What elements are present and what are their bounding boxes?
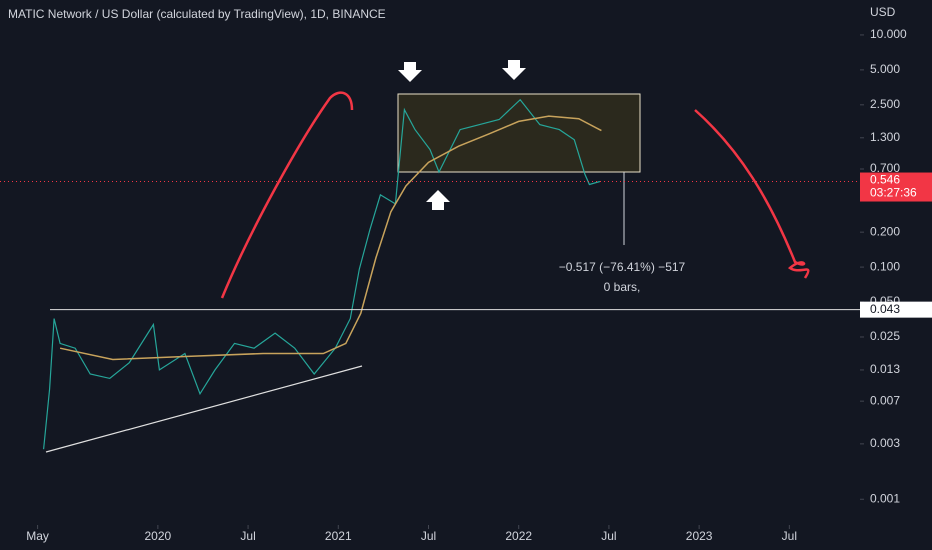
y-tick-label: 0.100: [870, 259, 900, 273]
arrow-up: [426, 190, 450, 210]
y-tick-label: 0.001: [870, 491, 900, 505]
price-line: [59, 115, 602, 361]
hline-label-box: [860, 301, 932, 318]
x-tick-label: May: [26, 529, 49, 543]
y-tick-label: 0.700: [870, 161, 900, 175]
last-price-box: [860, 172, 932, 202]
y-tick-label: 0.003: [870, 436, 900, 450]
price-axis: [860, 0, 932, 550]
x-tick-label: 2020: [145, 529, 172, 543]
range-box: [397, 93, 641, 173]
chart-title: MATIC Network / US Dollar (calculated by…: [8, 7, 386, 21]
y-tick-label: 0.013: [870, 362, 900, 376]
axis-unit: USD: [870, 5, 896, 19]
y-tick-label: 2.500: [870, 97, 900, 111]
countdown-label: 03:27:36: [870, 186, 917, 200]
y-tick-label: 10.000: [870, 27, 907, 41]
y-tick-label: 5.000: [870, 62, 900, 76]
x-tick-label: Jul: [240, 529, 255, 543]
hline-label: 0.043: [870, 302, 900, 316]
arrow-down: [502, 60, 526, 80]
measure-label: −0.517 (−76.41%) −517: [559, 260, 686, 274]
price-line: [43, 98, 601, 450]
x-tick-label: 2021: [325, 529, 352, 543]
y-tick-label: 0.007: [870, 393, 900, 407]
measure-bars: 0 bars,: [604, 280, 641, 294]
y-tick-label: 0.025: [870, 329, 900, 343]
scribble-up: [220, 91, 354, 299]
y-tick-label: 0.200: [870, 224, 900, 238]
arrow-down: [398, 62, 422, 82]
x-tick-label: Jul: [421, 529, 436, 543]
y-tick-label: 1.300: [870, 130, 900, 144]
x-tick-label: 2022: [505, 529, 532, 543]
trend-line: [45, 365, 363, 453]
last-price-label: 0.546: [870, 173, 900, 187]
x-tick-label: 2023: [686, 529, 713, 543]
scribble-down: [694, 109, 810, 279]
x-tick-label: Jul: [782, 529, 797, 543]
x-tick-label: Jul: [601, 529, 616, 543]
